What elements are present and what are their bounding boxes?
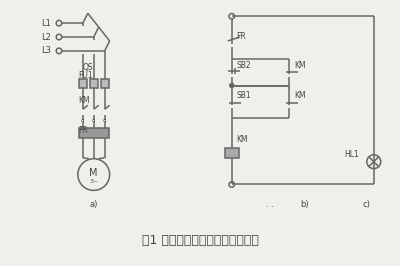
Text: SB2: SB2 bbox=[237, 61, 251, 70]
Text: d: d bbox=[92, 118, 96, 123]
Bar bbox=[225, 148, 239, 158]
Text: QS: QS bbox=[83, 63, 94, 72]
Text: 图1 电动机全压起动电气控制线路: 图1 电动机全压起动电气控制线路 bbox=[142, 234, 258, 247]
Text: KM: KM bbox=[294, 91, 306, 100]
Text: FR: FR bbox=[78, 126, 88, 135]
Text: d: d bbox=[81, 118, 84, 123]
Text: KM: KM bbox=[78, 96, 90, 105]
Bar bbox=[101, 78, 109, 89]
Text: . .: . . bbox=[266, 200, 274, 209]
Text: L2: L2 bbox=[41, 32, 51, 41]
Text: b): b) bbox=[300, 200, 308, 209]
Text: KM: KM bbox=[237, 135, 248, 144]
Text: HL1: HL1 bbox=[344, 150, 359, 159]
Text: 3~: 3~ bbox=[89, 179, 98, 184]
Text: FU1: FU1 bbox=[78, 71, 92, 80]
Text: FR: FR bbox=[237, 32, 246, 40]
Text: KM: KM bbox=[294, 61, 306, 70]
Circle shape bbox=[230, 84, 234, 88]
Text: SB1: SB1 bbox=[237, 91, 251, 100]
Text: a): a) bbox=[90, 200, 98, 209]
Bar bbox=[79, 128, 109, 138]
Text: L1: L1 bbox=[41, 19, 51, 28]
Bar bbox=[90, 78, 98, 89]
Text: c): c) bbox=[363, 200, 371, 209]
Bar bbox=[79, 78, 87, 89]
Text: M: M bbox=[90, 168, 98, 178]
Text: L3: L3 bbox=[41, 46, 51, 55]
Text: d: d bbox=[103, 118, 106, 123]
